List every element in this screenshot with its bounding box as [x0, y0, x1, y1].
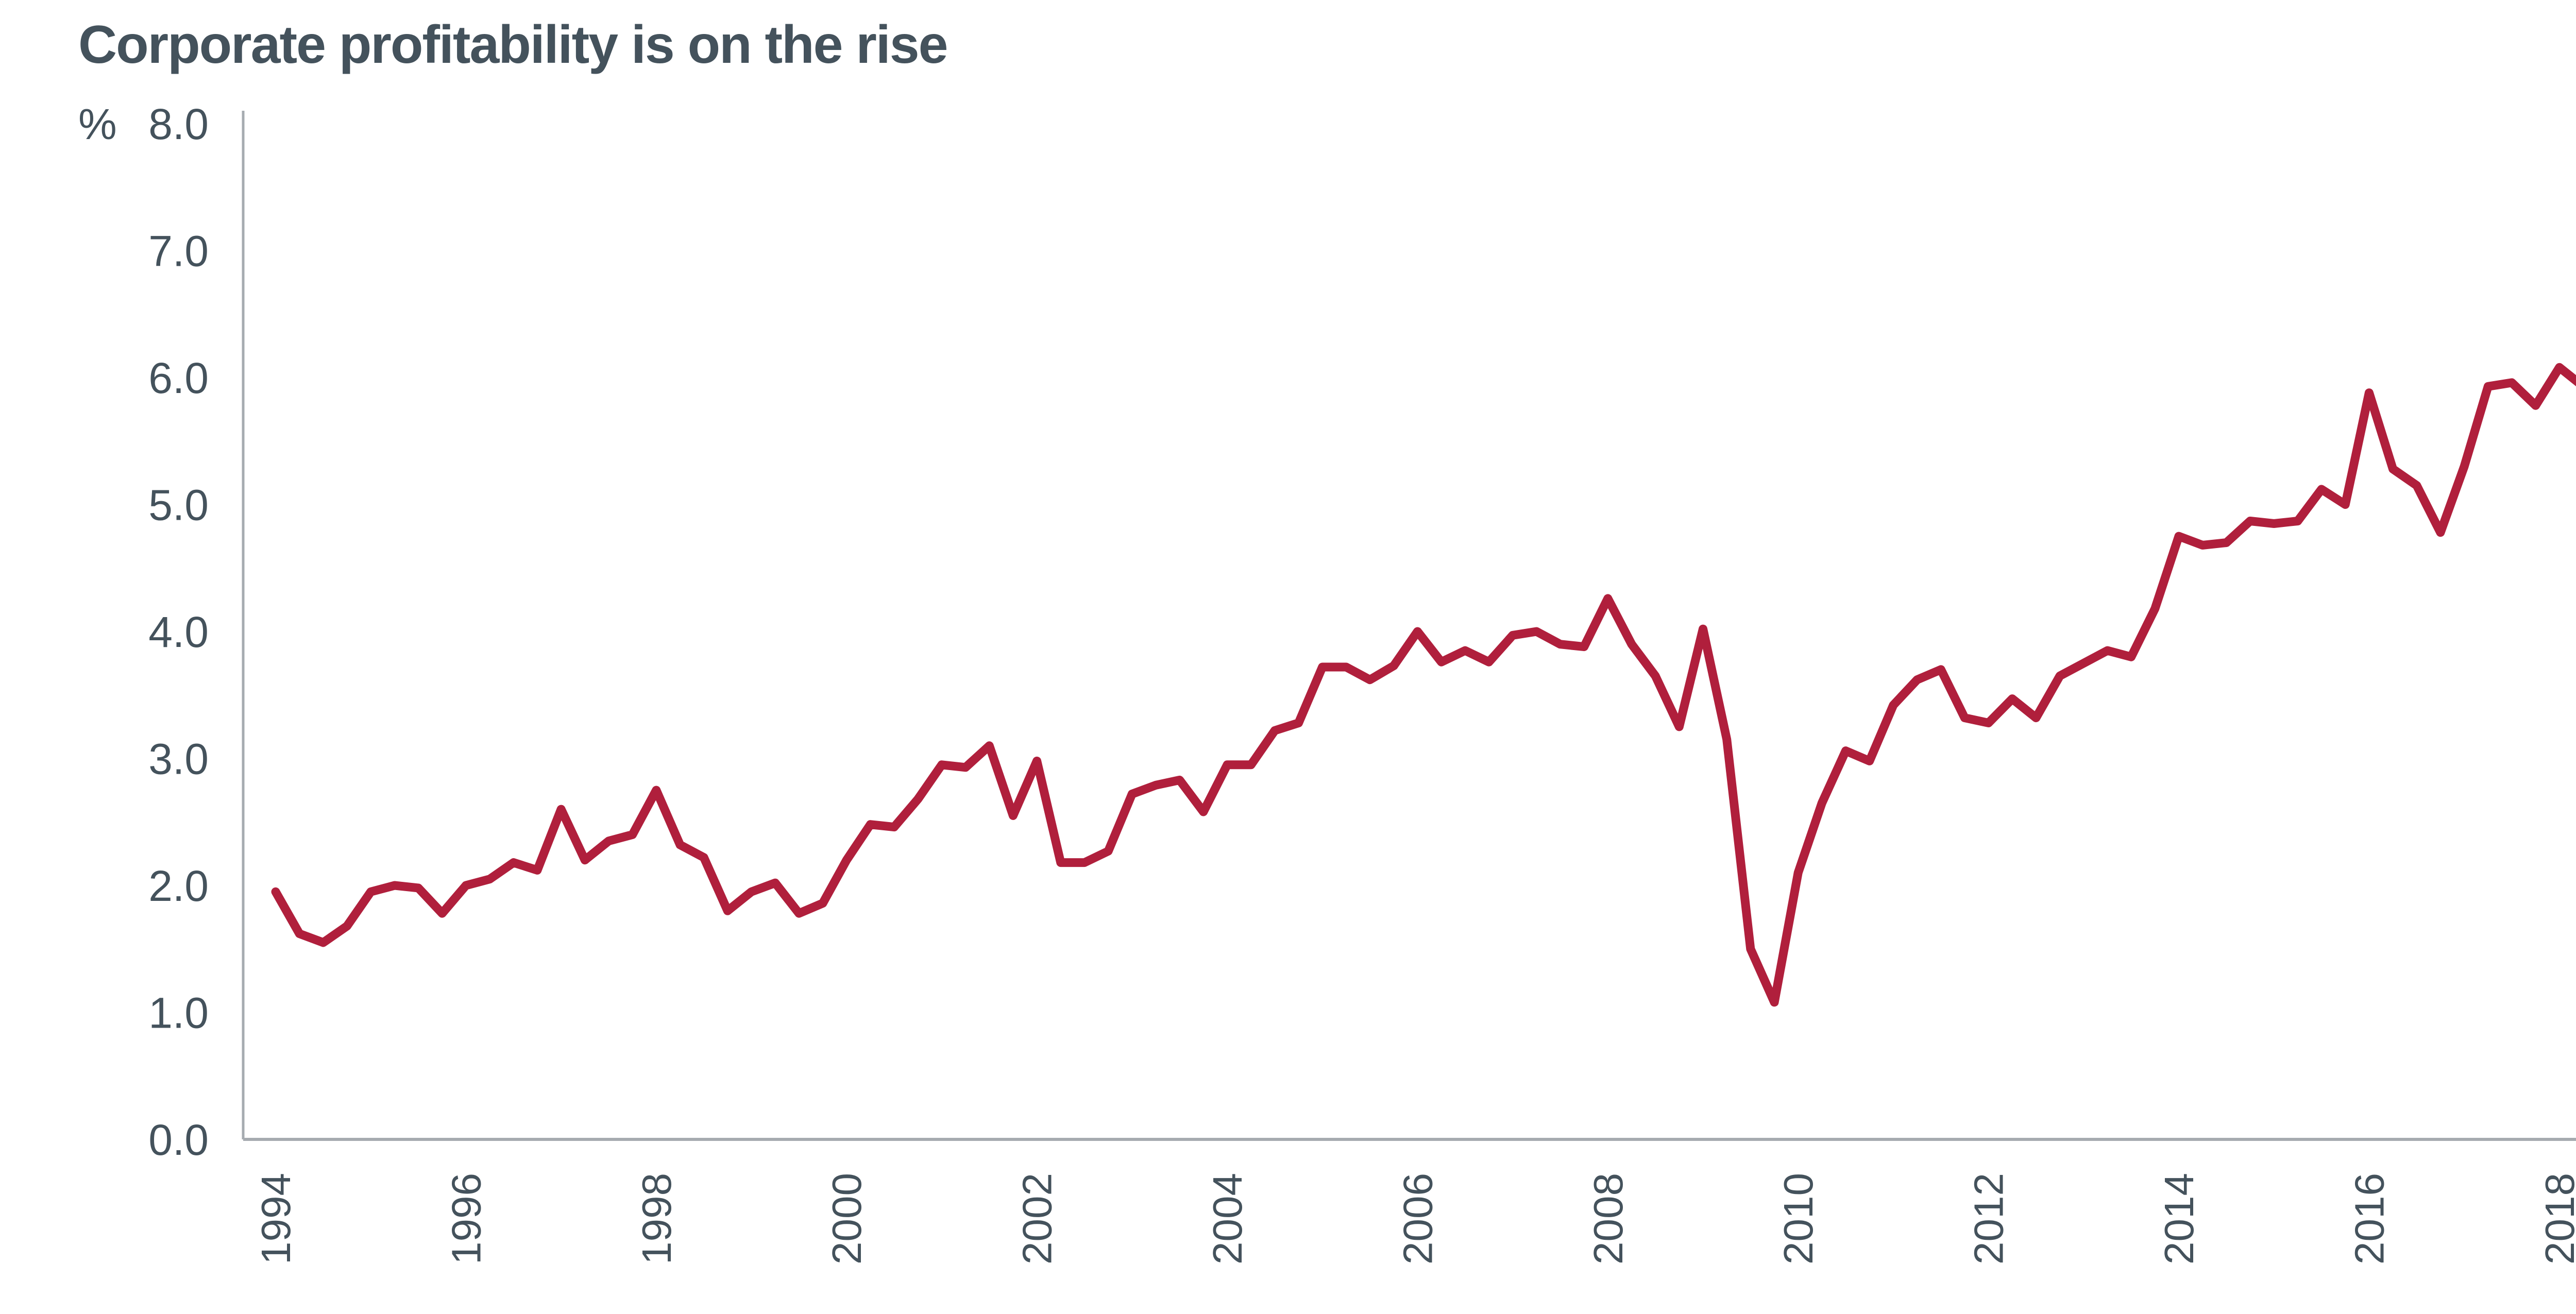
x-tick-label: 2016 [2346, 1173, 2392, 1265]
y-tick-label: 1.0 [148, 989, 209, 1037]
y-tick-label: 3.0 [148, 735, 209, 783]
x-tick-label: 2002 [1014, 1173, 1060, 1265]
x-axis: 1994 1996 1998 2000 2002 2004 2006 2008 2010 2012… [243, 1138, 2576, 1265]
y-tick-label: 0.0 [148, 1116, 209, 1164]
y-axis: 0.0 1.0 2.0 3.0 4.0 5.0 6.0 7.0 8.0% [78, 100, 245, 1164]
profitability-line [271, 363, 2576, 1007]
x-tick-label: 2010 [1775, 1173, 1821, 1265]
y-tick-label: 4.0 [148, 608, 209, 656]
data-series [271, 363, 2576, 1007]
x-tick-label: 1998 [634, 1173, 680, 1265]
x-tick-label: 2018 [2537, 1173, 2576, 1265]
x-tick-label: 2004 [1205, 1173, 1250, 1265]
x-tick-label: 2014 [2156, 1173, 2202, 1265]
y-tick-label: 2.0 [148, 862, 209, 910]
x-tick-label: 1996 [443, 1173, 489, 1265]
x-tick-label: 2000 [824, 1173, 870, 1265]
x-tick-label: 2006 [1395, 1173, 1440, 1265]
y-tick-label: 7.0 [148, 227, 209, 276]
y-tick-label: 5.0 [148, 481, 209, 530]
y-tick-label: 8.0 [148, 100, 209, 148]
chart-title: Corporate profitability is on the rise [78, 15, 948, 75]
y-unit-label: % [78, 100, 117, 148]
x-tick-label: 1994 [253, 1173, 299, 1265]
y-tick-label: 6.0 [148, 354, 209, 402]
x-tick-label: 2012 [1966, 1173, 2012, 1265]
x-tick-label: 2008 [1585, 1173, 1631, 1265]
